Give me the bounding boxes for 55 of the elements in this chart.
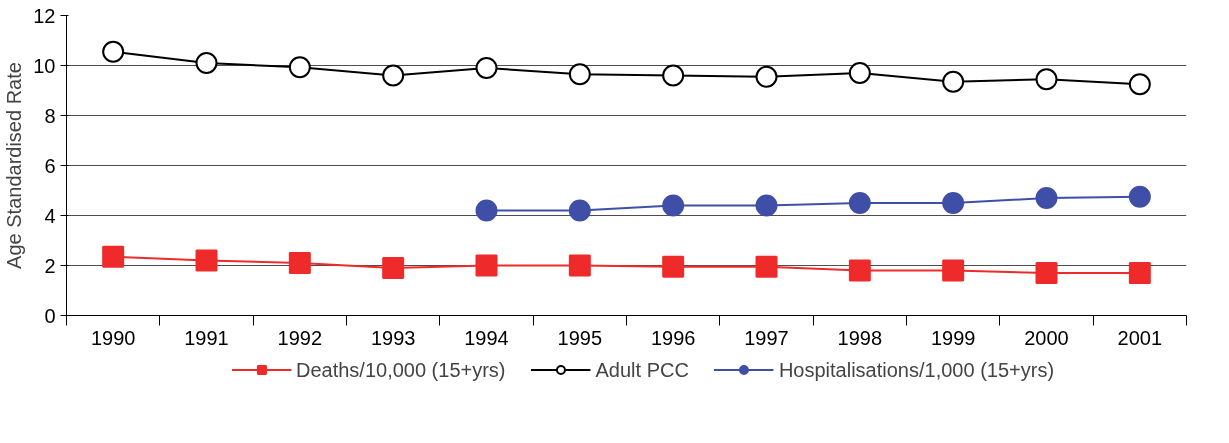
point — [102, 40, 125, 63]
point — [195, 52, 218, 74]
y-tick-label: 10 — [33, 54, 56, 77]
point — [755, 194, 778, 217]
point — [1035, 187, 1058, 209]
x-tick-label: 1993 — [370, 326, 416, 349]
point — [382, 257, 405, 279]
x-tick-label: 2000 — [1024, 326, 1069, 349]
point — [475, 199, 498, 222]
point — [662, 255, 685, 278]
point — [942, 192, 965, 214]
point — [475, 254, 498, 277]
x-tick-label: 1998 — [837, 326, 883, 349]
point — [1035, 262, 1058, 284]
point — [848, 62, 871, 84]
point — [848, 259, 871, 282]
x-tick-label: 1995 — [557, 326, 603, 349]
point — [195, 249, 218, 272]
point — [755, 65, 778, 88]
point — [942, 259, 965, 282]
point — [662, 64, 685, 87]
point — [1128, 73, 1151, 96]
y-tick-label: 12 — [33, 4, 56, 27]
point — [568, 63, 591, 86]
point — [662, 194, 685, 217]
point — [755, 255, 778, 278]
point — [568, 199, 591, 222]
point — [848, 192, 871, 214]
point — [102, 245, 125, 268]
x-tick-label: 1992 — [277, 326, 323, 349]
y-tick-label: 4 — [44, 204, 56, 227]
y-tick-label: 8 — [44, 104, 56, 127]
x-tick-label: 1997 — [744, 326, 789, 349]
point — [1128, 262, 1151, 284]
y-tick-label: 0 — [44, 304, 56, 327]
legend-label: Deaths/10,000 (15+yrs) — [295, 358, 506, 381]
x-tick-label: 1996 — [650, 326, 696, 349]
point — [288, 252, 311, 274]
x-tick-label: 1990 — [90, 326, 136, 349]
x-tick-label: 1991 — [184, 326, 229, 349]
point — [382, 64, 405, 87]
x-tick-label: 1999 — [930, 326, 976, 349]
point — [1128, 185, 1151, 208]
y-tick-label: 6 — [44, 154, 56, 177]
y-tick-label: 2 — [44, 254, 56, 277]
point — [475, 57, 498, 79]
point — [568, 254, 591, 277]
legend-label: Adult PCC — [595, 358, 689, 381]
x-tick-label: 2001 — [1117, 326, 1163, 349]
point — [942, 70, 965, 93]
legend-label: Hospitalisations/1,000 (15+yrs) — [778, 358, 1055, 381]
point — [288, 56, 311, 79]
y-axis-title: Age Standardised Rate — [3, 62, 26, 269]
x-tick-label: 1994 — [464, 326, 509, 349]
point — [1035, 68, 1058, 91]
